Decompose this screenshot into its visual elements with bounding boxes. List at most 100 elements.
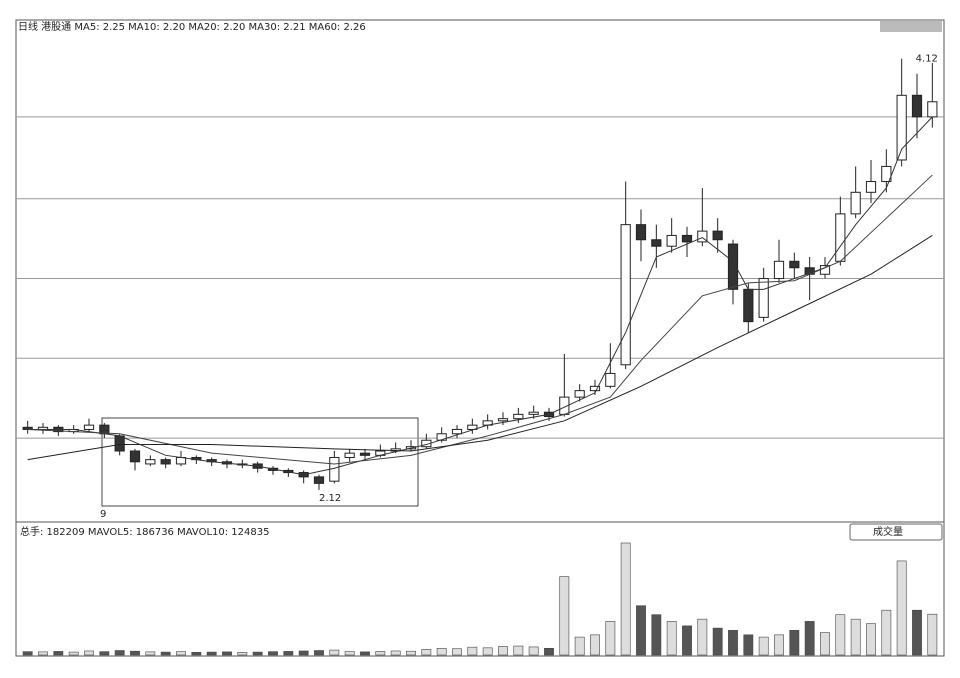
candle-body: [589, 385, 601, 392]
volume-bar: [789, 630, 800, 656]
candle-body: [697, 230, 708, 243]
volume-bar: [160, 651, 171, 656]
ma-line: [27, 235, 933, 461]
volume-bar: [68, 651, 79, 656]
candle-body: [344, 452, 355, 458]
volume-bar: [666, 621, 677, 656]
candle-body: [605, 372, 616, 387]
candle-body: [467, 424, 478, 430]
frame: [15, 19, 945, 657]
volume-bar: [498, 646, 508, 656]
volume-bar: [850, 618, 861, 656]
volume-bar: [590, 634, 600, 656]
volume-header: 总手: 182209 MAVOL5: 186736 MAVOL10: 12483…: [20, 525, 269, 538]
header-box: [880, 21, 942, 32]
volume-bar: [682, 625, 692, 656]
volume-button[interactable]: [849, 523, 943, 541]
volume-bar: [728, 630, 738, 656]
candle-body: [574, 390, 585, 398]
volume-bar: [528, 646, 539, 656]
candle-body: [175, 456, 187, 465]
volume-bar: [130, 650, 140, 656]
volume-bar: [344, 651, 355, 656]
volume-bar: [774, 634, 784, 656]
candle-body: [896, 94, 907, 161]
volume-bar: [329, 649, 340, 656]
volume-bar: [206, 651, 217, 656]
volume-bar: [145, 651, 156, 656]
volume-bar: [268, 651, 278, 656]
volume-bar: [22, 651, 33, 656]
candle-body: [497, 418, 509, 422]
candle-body: [83, 424, 95, 430]
candle-body: [129, 450, 141, 463]
candle-body: [789, 260, 800, 269]
max-label: 4.12: [916, 54, 938, 65]
candle-body: [145, 459, 156, 465]
min-label: 2.12: [319, 493, 341, 504]
volume-bar: [820, 632, 830, 656]
volume-bar: [482, 647, 493, 656]
volume-bar: [406, 650, 416, 656]
volume-bar: [620, 542, 631, 656]
candle-body: [160, 459, 171, 465]
volume-bar: [544, 647, 554, 656]
volume-bar: [176, 651, 186, 656]
volume-bar: [191, 652, 202, 656]
volume-bar: [298, 650, 309, 656]
volume-bar: [513, 645, 524, 656]
volume-bar: [881, 609, 892, 656]
volume-bar: [114, 650, 125, 656]
volume-bar: [38, 651, 48, 656]
volume-bar: [574, 636, 585, 656]
volume-bar: [360, 651, 370, 656]
volume-bar: [697, 618, 708, 656]
volume-bar: [835, 614, 846, 656]
ma-line: [27, 116, 933, 476]
volume-bar: [452, 648, 462, 656]
volume-bar: [99, 651, 110, 656]
candle-body: [773, 260, 785, 280]
volume-bar: [605, 621, 616, 656]
candle-body: [666, 234, 677, 247]
volume-bar: [758, 636, 769, 656]
candle-body: [513, 413, 524, 420]
annotation: 9: [100, 509, 106, 520]
candle-body: [528, 411, 539, 415]
volume-bar: [559, 576, 570, 656]
volume-bar: [252, 651, 263, 656]
volume-bar: [651, 614, 662, 656]
volume-bar: [314, 650, 324, 656]
volume-bar: [84, 650, 94, 656]
volume-bar: [896, 560, 907, 656]
candle-body: [313, 476, 325, 484]
volume-bar: [743, 634, 754, 656]
candle-body: [620, 224, 631, 366]
candle-body: [927, 101, 938, 118]
header: 日线 港股通 MA5: 2.25 MA10: 2.20 MA20: 2.20 M…: [18, 20, 366, 33]
volume-bar: [390, 650, 401, 656]
candle-body: [359, 452, 371, 456]
candle-body: [681, 234, 693, 243]
volume-button-label[interactable]: 成交量: [873, 525, 903, 538]
volume-bar: [804, 621, 815, 656]
candle-body: [743, 288, 754, 323]
candle-body: [114, 435, 125, 452]
volume-bar: [375, 651, 386, 656]
candle-body: [835, 213, 846, 262]
candle-body: [881, 165, 892, 183]
volume-bar: [912, 609, 922, 656]
candle-body: [911, 94, 923, 118]
ma-line: [27, 174, 933, 465]
candle-body: [451, 428, 463, 435]
candle-body: [865, 181, 877, 193]
candle-body: [727, 243, 739, 290]
volume-bar: [53, 651, 64, 656]
volume-bar: [712, 627, 723, 656]
volume-bar: [283, 651, 294, 656]
candle-body: [436, 433, 447, 441]
volume-bar: [222, 651, 232, 656]
candle-body: [712, 230, 723, 241]
highlight-box: [101, 417, 419, 507]
